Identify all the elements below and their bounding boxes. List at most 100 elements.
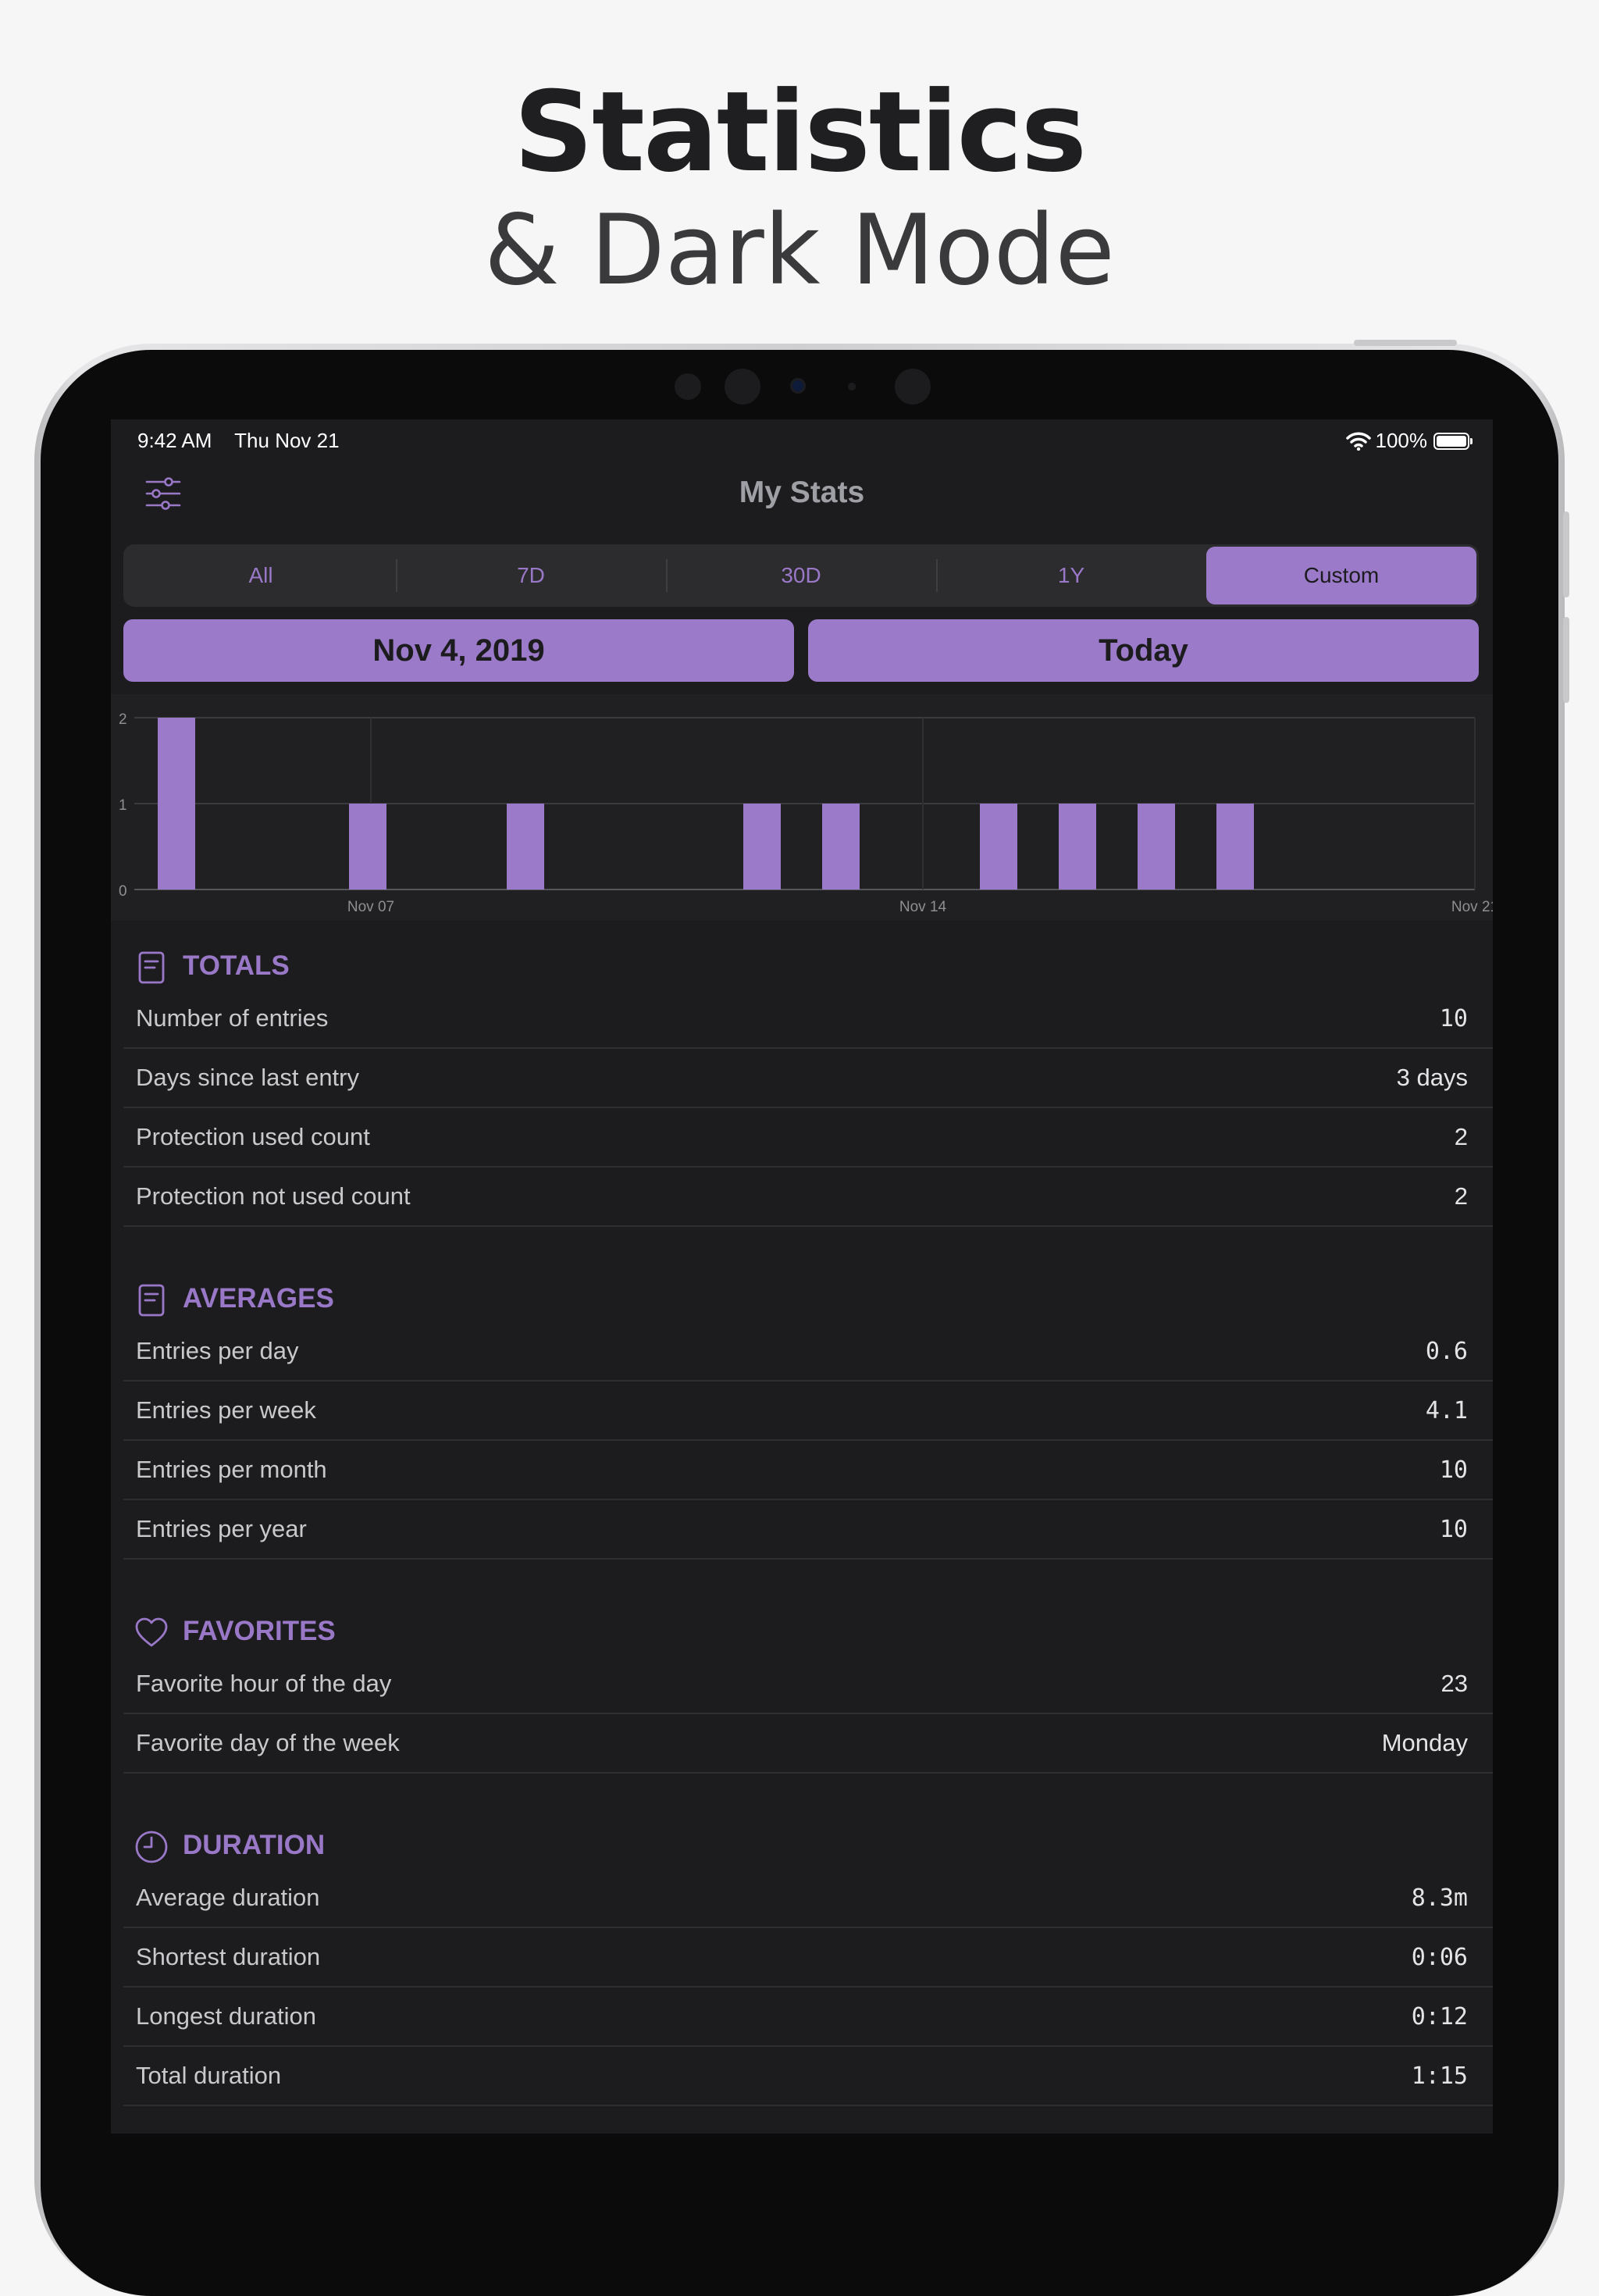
stat-value: 23 (1441, 1670, 1468, 1697)
stat-value: 0:12 (1411, 2002, 1468, 2030)
section-header-totals: TOTALS (111, 927, 1493, 989)
end-date-button[interactable]: Today (808, 619, 1479, 682)
status-date: Thu Nov 21 (234, 429, 340, 452)
stat-label: Days since last entry (136, 1064, 359, 1091)
chart-bar (743, 804, 781, 890)
section-title: TOTALS (183, 950, 290, 981)
status-time: 9:42 AM (137, 429, 212, 452)
stat-value: 4.1 (1425, 1396, 1468, 1424)
stat-label: Entries per month (136, 1456, 327, 1483)
chart-bar (158, 718, 195, 890)
y-tick-label: 0 (119, 883, 127, 900)
stat-label: Entries per year (136, 1515, 307, 1542)
stat-row: Total duration 1:15 (123, 2047, 1493, 2106)
chart-bar (980, 804, 1017, 890)
stat-value: 10 (1439, 1004, 1468, 1032)
page-title: My Stats (739, 476, 865, 509)
stat-label: Protection not used count (136, 1182, 411, 1210)
chart-canvas: 0 1 2 Nov 07 Nov 14 Nov 21 (119, 711, 1493, 915)
section-title: AVERAGES (183, 1283, 334, 1314)
sensor-dot (848, 383, 856, 390)
stat-value: Monday (1381, 1729, 1468, 1756)
chart-bar (507, 804, 544, 890)
document-icon (134, 1283, 169, 1317)
stat-row: Protection not used count 2 (123, 1168, 1493, 1227)
nav-bar: My Stats (111, 458, 1493, 529)
sliders-icon[interactable] (144, 474, 183, 513)
top-button (1354, 340, 1457, 346)
marketing-title: Statistics (513, 68, 1087, 197)
stat-row: Shortest duration 0:06 (123, 1928, 1493, 1988)
sensor-dot (895, 369, 931, 405)
range-segmented-control: All 7D 30D 1Y Custom (123, 544, 1479, 607)
sensor-dot (675, 373, 701, 400)
section-header-duration: DURATION (111, 1806, 1493, 1869)
chart-bar (349, 804, 386, 890)
clock-icon (134, 1830, 169, 1864)
marketing-headline: Statistics & Dark Mode (0, 70, 1599, 309)
status-bar: 9:42 AM Thu Nov 21 100% (111, 419, 1493, 458)
stat-label: Total duration (136, 2062, 282, 2089)
heart-icon (134, 1616, 169, 1650)
stat-row: Protection used count 2 (123, 1108, 1493, 1168)
section-header-averages: AVERAGES (111, 1260, 1493, 1322)
volume-up-button (1563, 512, 1569, 597)
sensor-dot (725, 369, 760, 405)
stat-row: Favorite hour of the day 23 (123, 1655, 1493, 1714)
stat-value: 1:15 (1411, 2062, 1468, 2090)
stat-label: Entries per week (136, 1396, 316, 1424)
stat-value: 2 (1454, 1182, 1468, 1210)
tab-30d[interactable]: 30D (666, 547, 936, 604)
stat-row: Average duration 8.3m (123, 1869, 1493, 1928)
section-spacer (111, 1560, 1493, 1592)
stat-row: Longest duration 0:12 (123, 1988, 1493, 2047)
stat-row: Number of entries 10 (123, 989, 1493, 1049)
stat-row: Entries per year 10 (123, 1500, 1493, 1560)
stat-value: 10 (1439, 1456, 1468, 1484)
start-date-button[interactable]: Nov 4, 2019 (123, 619, 794, 682)
stat-label: Shortest duration (136, 1943, 321, 1970)
section-title: FAVORITES (183, 1616, 336, 1646)
chart-bar (822, 804, 860, 890)
date-range-picker: Nov 4, 2019 Today (123, 619, 1479, 682)
stat-label: Protection used count (136, 1123, 370, 1150)
stat-row: Entries per day 0.6 (123, 1322, 1493, 1382)
stat-label: Favorite day of the week (136, 1729, 400, 1756)
stats-list: TOTALS Number of entries 10 Days since last… (111, 927, 1493, 2106)
stat-value: 8.3m (1411, 1884, 1468, 1912)
section-header-favorites: FAVORITES (111, 1592, 1493, 1655)
stat-value: 0:06 (1411, 1943, 1468, 1971)
stat-label: Longest duration (136, 2002, 316, 2030)
x-tick-label: Nov 21 (1451, 899, 1493, 915)
tab-all[interactable]: All (248, 563, 273, 587)
chart-bar (1138, 804, 1175, 890)
section-spacer (111, 1774, 1493, 1806)
stat-value: 3 days (1396, 1064, 1468, 1091)
x-tick-label: Nov 14 (899, 899, 947, 915)
entries-bar-chart: 0 1 2 Nov 07 Nov 14 Nov 21 (111, 694, 1493, 921)
x-tick-label: Nov 07 (347, 899, 394, 915)
stat-value: 10 (1439, 1515, 1468, 1543)
stat-row: Entries per month 10 (123, 1441, 1493, 1500)
stat-label: Number of entries (136, 1004, 329, 1032)
battery-icon (1433, 432, 1473, 450)
stat-label: Average duration (136, 1884, 320, 1911)
section-title: DURATION (183, 1830, 326, 1860)
stat-label: Entries per day (136, 1337, 299, 1364)
tab-7d[interactable]: 7D (396, 547, 666, 604)
stat-label: Favorite hour of the day (136, 1670, 392, 1697)
battery-percent: 100% (1375, 429, 1428, 452)
app-screen: 9:42 AM Thu Nov 21 100% My (111, 419, 1493, 2134)
chart-bar (1216, 804, 1254, 890)
tab-1y[interactable]: 1Y (936, 547, 1206, 604)
volume-down-button (1563, 617, 1569, 703)
section-spacer (111, 1227, 1493, 1260)
wifi-icon (1345, 432, 1371, 451)
stat-row: Entries per week 4.1 (123, 1382, 1493, 1441)
stat-row: Favorite day of the week Monday (123, 1714, 1493, 1774)
tab-custom[interactable]: Custom (1206, 547, 1476, 604)
stat-row: Days since last entry 3 days (123, 1049, 1493, 1108)
stat-value: 2 (1454, 1123, 1468, 1150)
stat-value: 0.6 (1425, 1337, 1468, 1365)
document-icon (134, 950, 169, 985)
